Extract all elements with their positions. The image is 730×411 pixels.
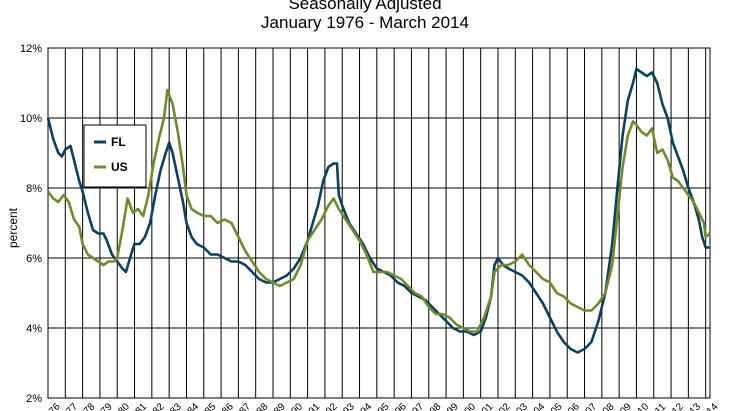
x-tick-label: 08 [601, 401, 617, 411]
x-tick-label: 79 [99, 401, 115, 411]
legend: FL US [83, 124, 147, 188]
x-tick-label: 84 [186, 401, 202, 411]
x-tick-label: 13 [687, 401, 703, 411]
x-tick-label: 95 [376, 401, 392, 411]
x-tick-label: 86 [220, 401, 236, 411]
x-tick-label: 10 [636, 401, 652, 411]
x-tick-label: 00 [462, 401, 478, 411]
x-tick-label: 90 [289, 401, 305, 411]
legend-label-fl: FL [111, 135, 126, 149]
x-tick-label: 01 [480, 401, 496, 411]
x-tick-label: 97 [411, 401, 427, 411]
x-tick-label: 11 [653, 401, 668, 411]
y-axis-label: percent [6, 207, 20, 248]
x-tick-label: 05 [549, 401, 565, 411]
y-tick-label: 4% [26, 323, 42, 335]
y-tick-label: 6% [26, 253, 42, 265]
grid-lines [48, 48, 710, 398]
x-tick-label: 04 [532, 401, 548, 411]
x-tick-label: 07 [584, 401, 600, 411]
x-tick-label: 96 [393, 401, 409, 411]
x-tick-label: 12 [670, 401, 686, 411]
y-tick-label: 10% [20, 113, 42, 125]
x-tick-label: 76 [47, 401, 63, 411]
series-line-us [46, 88, 711, 333]
legend-label-us: US [111, 160, 128, 174]
x-tick-label: 02 [497, 401, 513, 411]
x-tick-label: 85 [203, 401, 219, 411]
x-tick-label: 99 [445, 401, 461, 411]
x-tick-label: 03 [514, 401, 530, 411]
legend-box [83, 124, 147, 188]
y-tick-label: 2% [26, 393, 42, 405]
x-tick-label: 77 [64, 401, 80, 411]
x-tick-label: 14 [705, 401, 721, 411]
x-tick-label: 92 [324, 401, 340, 411]
y-tick-label: 8% [26, 183, 42, 195]
x-tick-label: 09 [618, 401, 634, 411]
x-tick-label: 98 [428, 401, 444, 411]
x-tick-label: 83 [168, 401, 184, 411]
x-tick-label: 91 [307, 401, 323, 411]
x-tick-label: 78 [82, 401, 98, 411]
x-tick-label: 88 [255, 401, 271, 411]
x-tick-label: 87 [237, 401, 253, 411]
x-tick-label: 89 [272, 401, 288, 411]
x-tick-label: 80 [116, 401, 132, 411]
chart-title-line-2: January 1976 - March 2014 [261, 13, 469, 32]
y-tick-label: 12% [20, 43, 42, 55]
chart-title-line-1: Seasonally Adjusted [288, 0, 442, 13]
x-tick-label: 81 [134, 401, 150, 411]
x-tick-label: 94 [359, 401, 375, 411]
x-tick-label: 82 [151, 401, 167, 411]
x-tick-label: 93 [341, 401, 357, 411]
series-layer [46, 67, 711, 354]
chart-title: Seasonally Adjusted January 1976 - March… [0, 0, 730, 32]
axes: 2% 4% 6% 8% 10% 12% 76 77 78 79 80 81 82 83 84 85 86 87 88… [20, 43, 721, 411]
x-tick-label: 06 [566, 401, 582, 411]
plot-area [47, 47, 711, 399]
